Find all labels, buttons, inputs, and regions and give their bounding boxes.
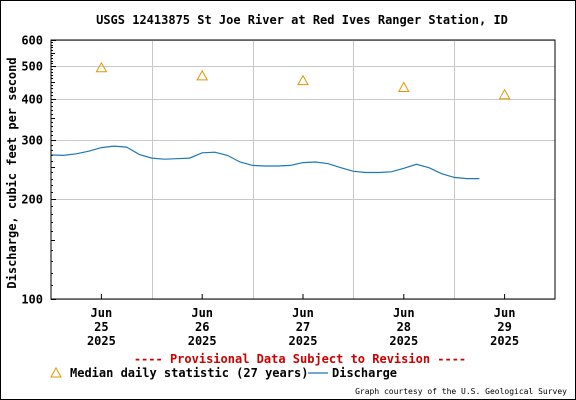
x-tick-year: 2025 xyxy=(188,334,217,348)
median-marker xyxy=(297,74,309,86)
median-marker xyxy=(95,61,108,73)
x-tick-month: Jun xyxy=(393,306,415,320)
x-tick-year: 2025 xyxy=(389,334,418,348)
x-tick-day: 26 xyxy=(195,320,209,334)
x-tick-day: 29 xyxy=(497,320,511,334)
y-axis-ticks: 100 200 300 400 500 600 xyxy=(21,34,56,307)
plot-area xyxy=(51,40,555,299)
plot-border xyxy=(50,39,556,300)
y-tick-label: 500 xyxy=(21,60,43,74)
x-tick-month: Jun xyxy=(191,306,213,320)
y-tick-label: 100 xyxy=(21,293,43,307)
provisional-notice: ---- Provisional Data Subject to Revisio… xyxy=(134,352,466,366)
y-tick-label: 200 xyxy=(21,193,43,207)
legend-median-label: Median daily statistic (27 years) xyxy=(70,366,308,380)
x-tick-month: Jun xyxy=(91,306,113,320)
median-marker xyxy=(196,69,209,81)
x-tick-day: 27 xyxy=(296,320,310,334)
discharge-line xyxy=(50,145,480,180)
x-tick-year: 2025 xyxy=(490,334,519,348)
x-tick-month: Jun xyxy=(292,306,314,320)
x-axis-ticks: Jun252025Jun262025Jun272025Jun282025Jun2… xyxy=(87,294,519,348)
legend-median-symbol xyxy=(50,366,62,378)
legend: Median daily statistic (27 years) Dischar… xyxy=(50,366,397,380)
y-tick-label: 400 xyxy=(21,93,43,107)
y-tick-label: 600 xyxy=(21,34,43,48)
y-tick-label: 300 xyxy=(21,134,43,148)
median-marker xyxy=(498,88,511,100)
median-marker xyxy=(397,81,410,92)
x-tick-year: 2025 xyxy=(87,334,116,348)
legend-discharge-label: Discharge xyxy=(332,366,397,380)
x-tick-day: 28 xyxy=(397,320,411,334)
chart-title: USGS 12413875 St Joe River at Red Ives R… xyxy=(96,13,508,27)
x-tick-day: 25 xyxy=(94,320,108,334)
y-axis-label: Discharge, cubic feet per second xyxy=(5,57,19,288)
x-tick-year: 2025 xyxy=(289,334,318,348)
x-tick-month: Jun xyxy=(494,306,516,320)
series-layer xyxy=(50,61,511,180)
credit-text: Graph courtesy of the U.S. Geological Su… xyxy=(355,387,567,396)
